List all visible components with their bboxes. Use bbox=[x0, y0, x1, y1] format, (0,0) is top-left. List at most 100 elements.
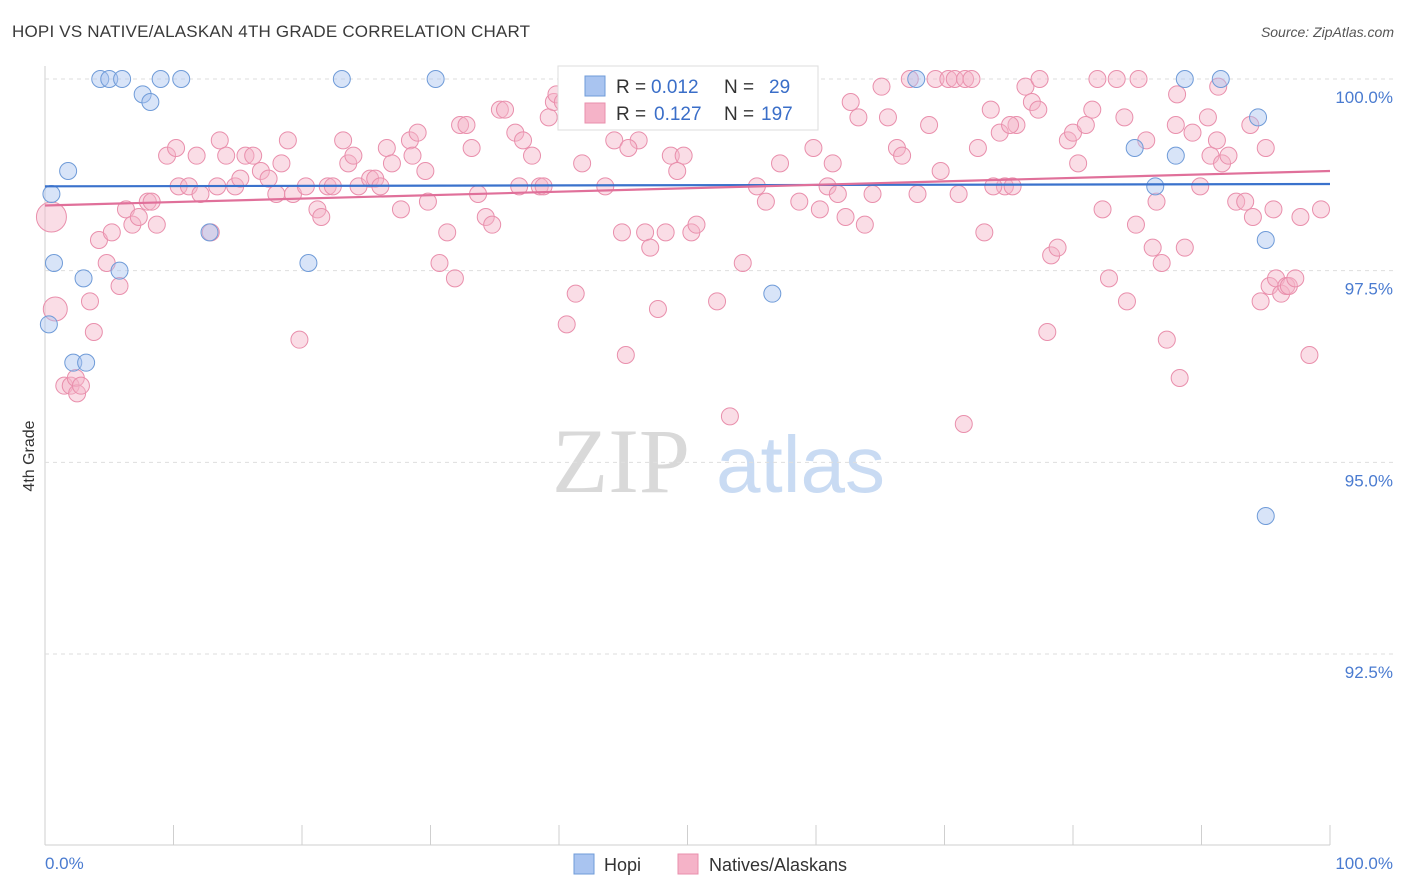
stats-n-value-natives: 197 bbox=[761, 104, 793, 125]
natives-point bbox=[80, 292, 99, 311]
natives-point bbox=[210, 131, 229, 150]
chart-title: HOPI VS NATIVE/ALASKAN 4TH GRADE CORRELA… bbox=[12, 22, 531, 41]
stats-legend: R = 0.012 N = 29 R = 0.127 N = 197 bbox=[557, 65, 819, 131]
natives-point bbox=[514, 131, 533, 150]
natives-point bbox=[102, 223, 121, 242]
stats-legend-swatch-hopi bbox=[584, 75, 606, 97]
natives-point bbox=[1183, 123, 1202, 142]
natives-point bbox=[191, 185, 210, 203]
natives-point bbox=[1170, 369, 1189, 387]
natives-point bbox=[849, 108, 868, 127]
natives-point bbox=[931, 162, 950, 180]
natives-point bbox=[403, 146, 422, 165]
natives-point bbox=[956, 70, 975, 88]
y-tick-labels: 100.0% 97.5% 95.0% 92.5% bbox=[1335, 88, 1393, 682]
natives-point bbox=[687, 215, 706, 234]
natives-point bbox=[1117, 292, 1136, 311]
legend-label-natives: Natives/Alaskans bbox=[709, 855, 847, 875]
x-tick-label-min: 0.0% bbox=[45, 854, 84, 873]
watermark-atlas: atlas bbox=[716, 420, 885, 509]
natives-point bbox=[557, 315, 576, 334]
natives-point bbox=[506, 123, 525, 142]
natives-point bbox=[900, 70, 919, 88]
natives-point bbox=[445, 269, 464, 288]
natives-point bbox=[1198, 108, 1217, 127]
natives-point bbox=[1038, 323, 1057, 341]
source-label: Source: ZipAtlas.com bbox=[1260, 24, 1394, 40]
legend-label-hopi: Hopi bbox=[604, 855, 641, 875]
hopi-point bbox=[332, 70, 351, 88]
natives-point bbox=[926, 70, 945, 88]
stats-n-value-hopi: 29 bbox=[769, 77, 790, 98]
natives-point bbox=[1143, 238, 1162, 257]
hopi-point bbox=[110, 261, 129, 280]
natives-point bbox=[1099, 269, 1118, 288]
natives-point bbox=[167, 139, 186, 157]
natives-point bbox=[158, 146, 177, 165]
hopi-point bbox=[763, 284, 782, 303]
natives-point bbox=[382, 154, 401, 173]
natives-point bbox=[1048, 238, 1067, 257]
natives-point bbox=[984, 177, 1003, 196]
stats-r-label-hopi: R = bbox=[616, 77, 646, 98]
natives-point bbox=[1076, 116, 1095, 134]
natives-point bbox=[720, 407, 739, 426]
natives-point bbox=[823, 154, 842, 173]
trend-lines bbox=[44, 169, 1331, 207]
natives-point bbox=[573, 154, 592, 173]
natives-point bbox=[408, 123, 427, 142]
natives-point bbox=[290, 330, 309, 349]
natives-point bbox=[1300, 346, 1319, 364]
natives-point bbox=[334, 131, 353, 150]
natives-point bbox=[619, 139, 638, 157]
natives-point bbox=[836, 208, 855, 226]
natives-point bbox=[244, 146, 263, 165]
x-tick-label-max: 100.0% bbox=[1335, 854, 1393, 873]
natives-point bbox=[312, 208, 331, 226]
natives-point bbox=[612, 223, 631, 242]
natives-point bbox=[1129, 70, 1148, 88]
y-axis-label: 4th Grade bbox=[21, 420, 38, 491]
natives-point bbox=[863, 185, 882, 203]
natives-point bbox=[878, 108, 897, 127]
natives-point bbox=[42, 296, 68, 322]
natives-point bbox=[1207, 131, 1226, 150]
natives-point bbox=[920, 116, 939, 134]
natives-point bbox=[1264, 200, 1283, 219]
natives-point bbox=[962, 70, 981, 88]
natives-point bbox=[462, 139, 481, 157]
natives-point bbox=[147, 215, 166, 234]
stats-n-label-hopi: N = bbox=[724, 77, 754, 98]
natives-point bbox=[1191, 177, 1210, 196]
hopi-point bbox=[77, 353, 96, 372]
natives-point bbox=[1003, 177, 1022, 196]
natives-point bbox=[438, 223, 457, 242]
y-tick-label: 95.0% bbox=[1345, 471, 1393, 490]
natives-point bbox=[1007, 116, 1026, 134]
natives-point bbox=[1286, 269, 1305, 288]
natives-point bbox=[1093, 200, 1112, 219]
natives-point bbox=[1279, 277, 1298, 295]
hopi-point bbox=[141, 93, 160, 111]
natives-point bbox=[1219, 146, 1238, 165]
natives-point bbox=[616, 346, 635, 364]
natives-point bbox=[1088, 70, 1107, 88]
x-ticks bbox=[173, 825, 1331, 845]
natives-point bbox=[661, 146, 680, 165]
gridlines bbox=[45, 78, 1393, 655]
hopi-point bbox=[113, 70, 132, 88]
natives-point bbox=[278, 131, 297, 150]
natives-point bbox=[35, 201, 67, 233]
hopi-point bbox=[1256, 231, 1275, 249]
natives-point bbox=[656, 223, 675, 242]
natives-point bbox=[804, 139, 823, 157]
natives-point bbox=[1256, 139, 1275, 157]
natives-point bbox=[641, 238, 660, 257]
natives-point bbox=[1157, 330, 1176, 349]
stats-n-label-natives: N = bbox=[724, 104, 754, 125]
trend-line-hopi bbox=[44, 182, 1331, 188]
natives-point bbox=[123, 215, 142, 234]
natives-point bbox=[457, 116, 476, 134]
natives-point bbox=[949, 185, 968, 203]
